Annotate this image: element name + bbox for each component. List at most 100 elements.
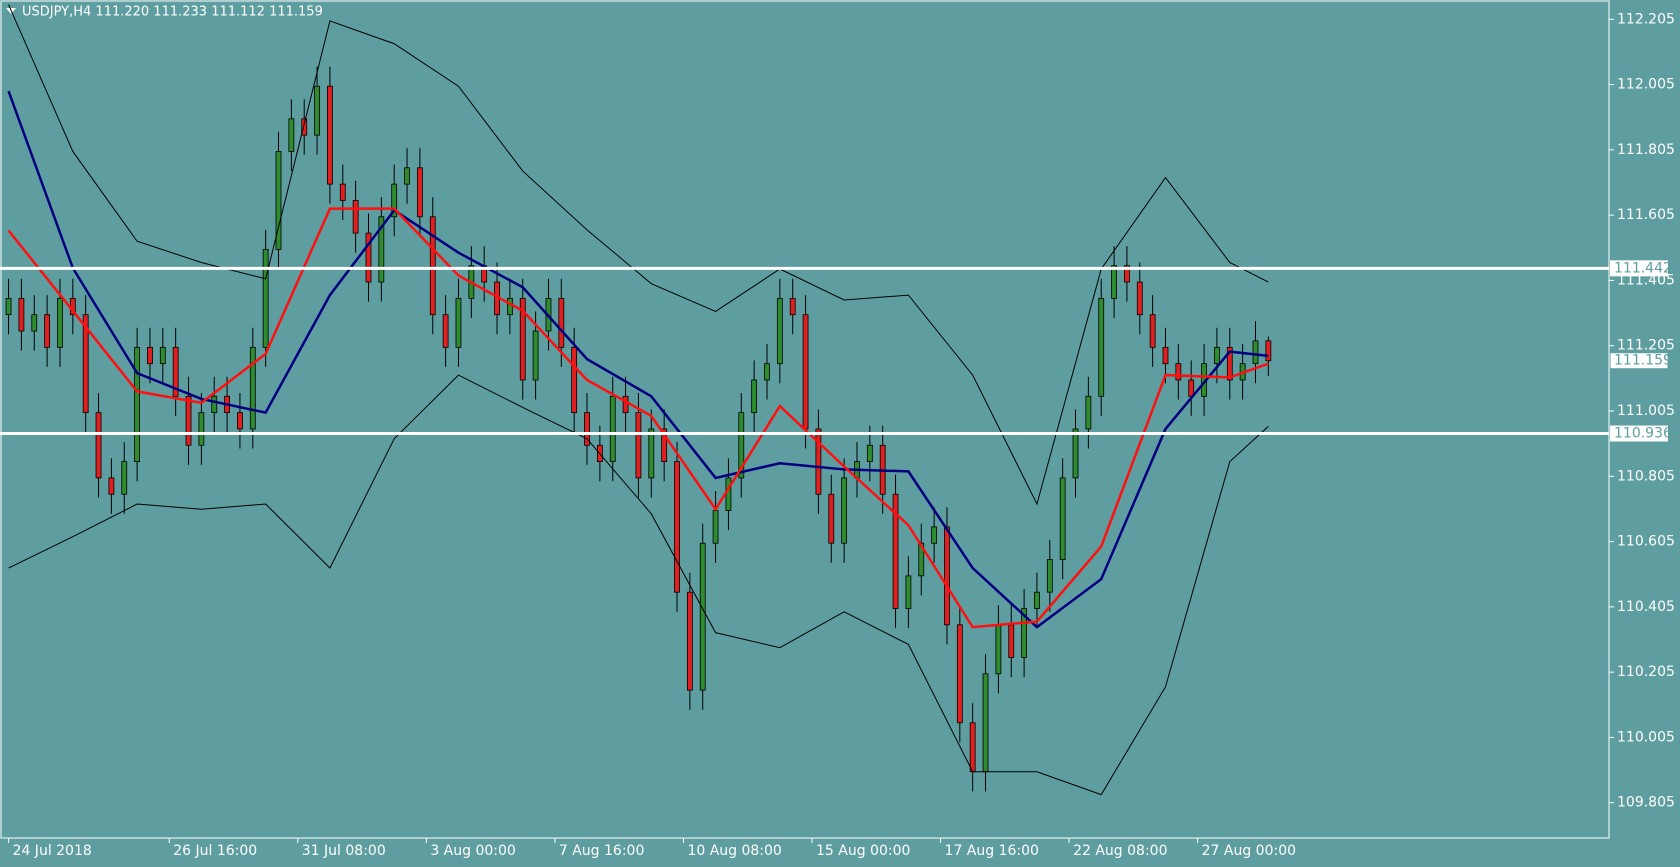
candle-body	[944, 526, 950, 626]
candle-body	[185, 395, 192, 446]
candle-body	[237, 412, 243, 430]
candle-body	[378, 216, 385, 283]
x-tick-label: 22 Aug 08:00	[1073, 843, 1167, 859]
indicator-line	[7, 207, 1269, 629]
candle-body	[776, 297, 783, 365]
x-tick-label: 17 Aug 16:00	[945, 843, 1039, 859]
candle-body	[1136, 281, 1143, 316]
chart-title: USDJPY,H4 111.220 111.233 111.112 111.15…	[22, 5, 323, 20]
candle-body	[121, 461, 128, 495]
x-tick-label: 15 Aug 00:00	[816, 843, 910, 859]
candle-body	[1214, 346, 1220, 365]
level-label: 110.936	[1614, 426, 1672, 442]
x-tick-label: 31 Jul 08:00	[302, 843, 386, 859]
candle-body	[892, 493, 899, 609]
x-tick-label: 7 Aug 16:00	[559, 843, 645, 859]
candle-body	[1098, 297, 1105, 397]
candle-body	[584, 412, 590, 446]
y-tick-label: 111.405	[1617, 272, 1675, 288]
indicator-line	[7, 90, 1269, 629]
candle-body	[57, 297, 63, 348]
candle-body	[429, 216, 436, 316]
candle-body	[18, 297, 25, 332]
candle-body	[339, 183, 346, 201]
candle-body	[622, 395, 629, 414]
candle-body	[108, 477, 115, 495]
candle-body	[301, 118, 308, 136]
candle-body	[764, 363, 770, 381]
candle-body	[571, 346, 578, 414]
candle-body	[648, 428, 655, 479]
candle-body	[609, 395, 616, 463]
y-tick-label: 110.405	[1617, 599, 1675, 615]
candle-body	[815, 428, 822, 495]
y-tick-label: 109.805	[1617, 795, 1675, 811]
y-tick-label: 111.005	[1617, 403, 1675, 419]
candle-body	[519, 297, 526, 381]
y-tick-label: 111.805	[1617, 142, 1675, 158]
y-tick-label: 111.205	[1617, 338, 1675, 354]
candle-body	[905, 575, 912, 609]
candle-body	[1021, 608, 1027, 658]
candle-body	[1265, 340, 1272, 362]
candle-body	[249, 346, 256, 430]
candle-body	[969, 722, 976, 773]
candle-body	[1034, 591, 1040, 609]
candle-body	[1252, 340, 1259, 365]
candle-body	[841, 477, 848, 544]
last-price-box	[1609, 352, 1669, 370]
y-tick-label: 110.805	[1617, 468, 1675, 484]
y-tick-label: 112.205	[1617, 11, 1675, 27]
x-tick-label: 10 Aug 08:00	[687, 843, 781, 859]
indicator-line	[8, 374, 1269, 796]
level-label-box	[1610, 260, 1668, 277]
candle-body	[802, 314, 809, 430]
candle-body	[751, 379, 758, 414]
candle-body	[1046, 559, 1053, 593]
candle-body	[1008, 624, 1015, 658]
candle-body	[82, 314, 89, 414]
x-tick-label: 27 Aug 00:00	[1202, 843, 1296, 859]
candle-body	[635, 412, 642, 479]
candle-body	[738, 412, 745, 479]
candle-body	[172, 346, 179, 397]
candle-body	[365, 232, 372, 283]
candle-body	[44, 314, 51, 348]
candle-body	[828, 493, 835, 544]
last-price-label: 111.159	[1614, 353, 1672, 369]
y-tick-label: 112.005	[1617, 77, 1675, 93]
candle-body	[442, 314, 449, 348]
candle-body	[1124, 265, 1130, 283]
candle-body	[134, 346, 140, 463]
candle-body	[404, 167, 410, 185]
candle-body	[1085, 395, 1092, 430]
candle-body	[391, 183, 398, 218]
candle-body	[1059, 477, 1066, 560]
level-label: 111.442	[1614, 260, 1672, 276]
candle-body	[712, 510, 719, 544]
candle-body	[789, 297, 796, 316]
candle-body	[1072, 428, 1079, 479]
candle-body	[288, 118, 295, 152]
x-tick-label: 24 Jul 2018	[13, 843, 92, 859]
candle-body	[1175, 363, 1182, 381]
candle-body	[95, 412, 102, 479]
candle-body	[1149, 314, 1156, 348]
candle-body	[198, 412, 205, 446]
candle-body	[931, 526, 938, 544]
x-tick-label: 3 Aug 00:00	[430, 843, 516, 859]
candle-body	[31, 314, 38, 332]
candle-body	[211, 395, 218, 414]
candle-body	[1188, 379, 1195, 397]
x-tick-label: 26 Jul 16:00	[173, 843, 257, 859]
candle-body	[982, 673, 989, 773]
candle-body	[558, 297, 565, 348]
candle-body	[5, 297, 12, 316]
y-tick-label: 111.605	[1617, 207, 1675, 223]
candle-body	[532, 330, 539, 381]
candle-body	[352, 200, 359, 234]
candle-body	[327, 85, 333, 185]
candle-body	[417, 167, 423, 218]
